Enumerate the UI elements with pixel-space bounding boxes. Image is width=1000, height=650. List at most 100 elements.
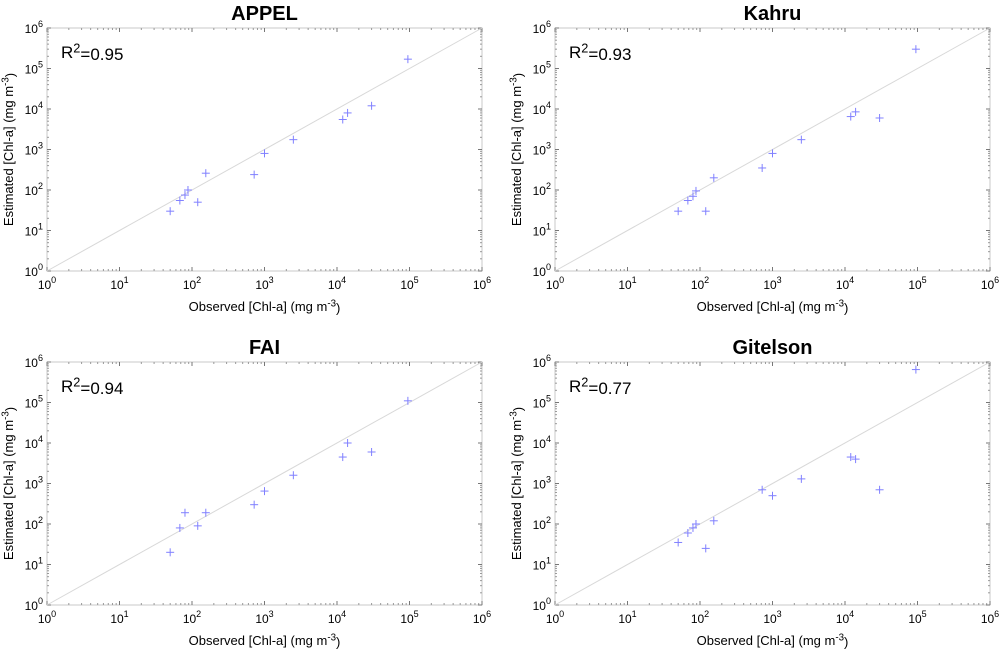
x-tick-label: 103 (763, 275, 781, 292)
x-axis-label: Observed [Chl-a] (mg m-3) (697, 299, 849, 316)
x-tick-label: 105 (400, 275, 418, 292)
x-tick-label: 101 (110, 275, 128, 292)
data-point (851, 455, 860, 464)
data-point (846, 453, 855, 462)
data-point (338, 115, 347, 124)
data-point (250, 500, 259, 509)
y-tick-label: 103 (25, 475, 43, 492)
panel-title: Gitelson (732, 337, 812, 359)
data-point (691, 520, 700, 528)
x-axis-label: Observed [Chl-a] (mg m-3) (697, 633, 849, 650)
data-point (768, 491, 777, 500)
data-point (674, 538, 683, 547)
data-point (691, 186, 700, 195)
x-tick-label: 104 (328, 609, 346, 626)
x-tick-label: 102 (691, 275, 709, 292)
data-point (367, 447, 376, 456)
y-tick-label: 100 (533, 596, 551, 613)
y-tick-label: 102 (533, 181, 551, 198)
data-point (201, 169, 210, 178)
y-tick-label: 106 (25, 19, 43, 36)
x-tick-label: 104 (328, 275, 346, 292)
x-tick-label: 102 (183, 609, 201, 626)
data-point (180, 508, 189, 517)
x-tick-label: 106 (473, 609, 491, 626)
one-to-one-line (46, 361, 483, 606)
data-point (875, 485, 884, 494)
y-tick-label: 102 (25, 515, 43, 532)
data-point (911, 45, 920, 54)
data-point (758, 485, 767, 494)
y-tick-label: 106 (533, 353, 551, 370)
y-tick-label: 106 (533, 19, 551, 36)
data-point (175, 523, 184, 532)
r-squared-annotation: R2=0.77 (569, 374, 631, 398)
y-tick-label: 104 (533, 100, 551, 117)
x-tick-label: 105 (400, 609, 418, 626)
data-point (683, 196, 692, 205)
data-point (250, 170, 259, 179)
data-point (166, 207, 175, 216)
y-tick-label: 106 (25, 353, 43, 370)
panel-appel: 100 101 102 103 104 105 106 100 101 102 103 104 105 1… (1, 3, 492, 315)
x-tick-label: 106 (473, 275, 491, 292)
r-squared-annotation: R2=0.93 (569, 40, 631, 64)
data-point (183, 186, 192, 194)
x-tick-label: 101 (618, 275, 636, 292)
x-tick-label: 100 (546, 609, 564, 626)
data-point (343, 439, 352, 447)
data-point (367, 101, 376, 110)
panel-gitelson: 100 101 102 103 104 105 106 100 101 102 103 104 105 1… (509, 337, 1000, 649)
y-tick-label: 101 (25, 222, 43, 239)
data-point (338, 453, 347, 462)
data-point (193, 521, 202, 530)
x-tick-label: 103 (763, 609, 781, 626)
x-tick-label: 105 (908, 275, 926, 292)
data-point (709, 173, 718, 182)
y-tick-label: 105 (533, 60, 551, 77)
x-tick-label: 106 (981, 275, 999, 292)
x-tick-label: 100 (546, 275, 564, 292)
y-tick-label: 100 (25, 262, 43, 279)
y-tick-label: 105 (533, 394, 551, 411)
y-axis-label: Estimated [Chl-a] (mg m-3) (509, 407, 526, 560)
y-tick-label: 100 (25, 596, 43, 613)
r-squared-annotation: R2=0.95 (61, 40, 123, 64)
y-tick-label: 102 (25, 181, 43, 198)
y-tick-label: 102 (533, 515, 551, 532)
x-tick-label: 103 (255, 609, 273, 626)
data-point (701, 207, 710, 216)
data-point (403, 55, 412, 64)
x-tick-label: 100 (38, 609, 56, 626)
data-point (201, 508, 210, 517)
y-tick-label: 101 (533, 222, 551, 239)
data-point (260, 149, 269, 158)
data-point (911, 365, 920, 374)
y-tick-label: 101 (25, 556, 43, 573)
x-tick-label: 104 (836, 609, 854, 626)
panel-title: APPEL (231, 3, 298, 25)
y-tick-label: 103 (533, 475, 551, 492)
data-point (180, 191, 189, 200)
x-tick-label: 101 (618, 609, 636, 626)
panel-title: Kahru (744, 3, 802, 25)
r-squared-annotation: R2=0.94 (61, 374, 123, 398)
data-point (797, 135, 806, 144)
data-point (403, 396, 412, 405)
x-tick-label: 102 (183, 275, 201, 292)
data-point (289, 135, 298, 144)
data-point (343, 108, 352, 117)
panel-title: FAI (249, 337, 280, 359)
y-axis-label: Estimated [Chl-a] (mg m-3) (1, 73, 18, 226)
y-axis-label: Estimated [Chl-a] (mg m-3) (509, 73, 526, 226)
x-tick-label: 101 (110, 609, 128, 626)
data-point (797, 474, 806, 483)
data-point (674, 207, 683, 216)
data-point (758, 163, 767, 172)
y-tick-label: 105 (25, 394, 43, 411)
x-tick-label: 103 (255, 275, 273, 292)
panel-fai: 100 101 102 103 104 105 106 100 101 102 103 104 105 1… (1, 337, 492, 649)
x-tick-label: 106 (981, 609, 999, 626)
y-tick-label: 100 (533, 262, 551, 279)
x-tick-label: 100 (38, 275, 56, 292)
